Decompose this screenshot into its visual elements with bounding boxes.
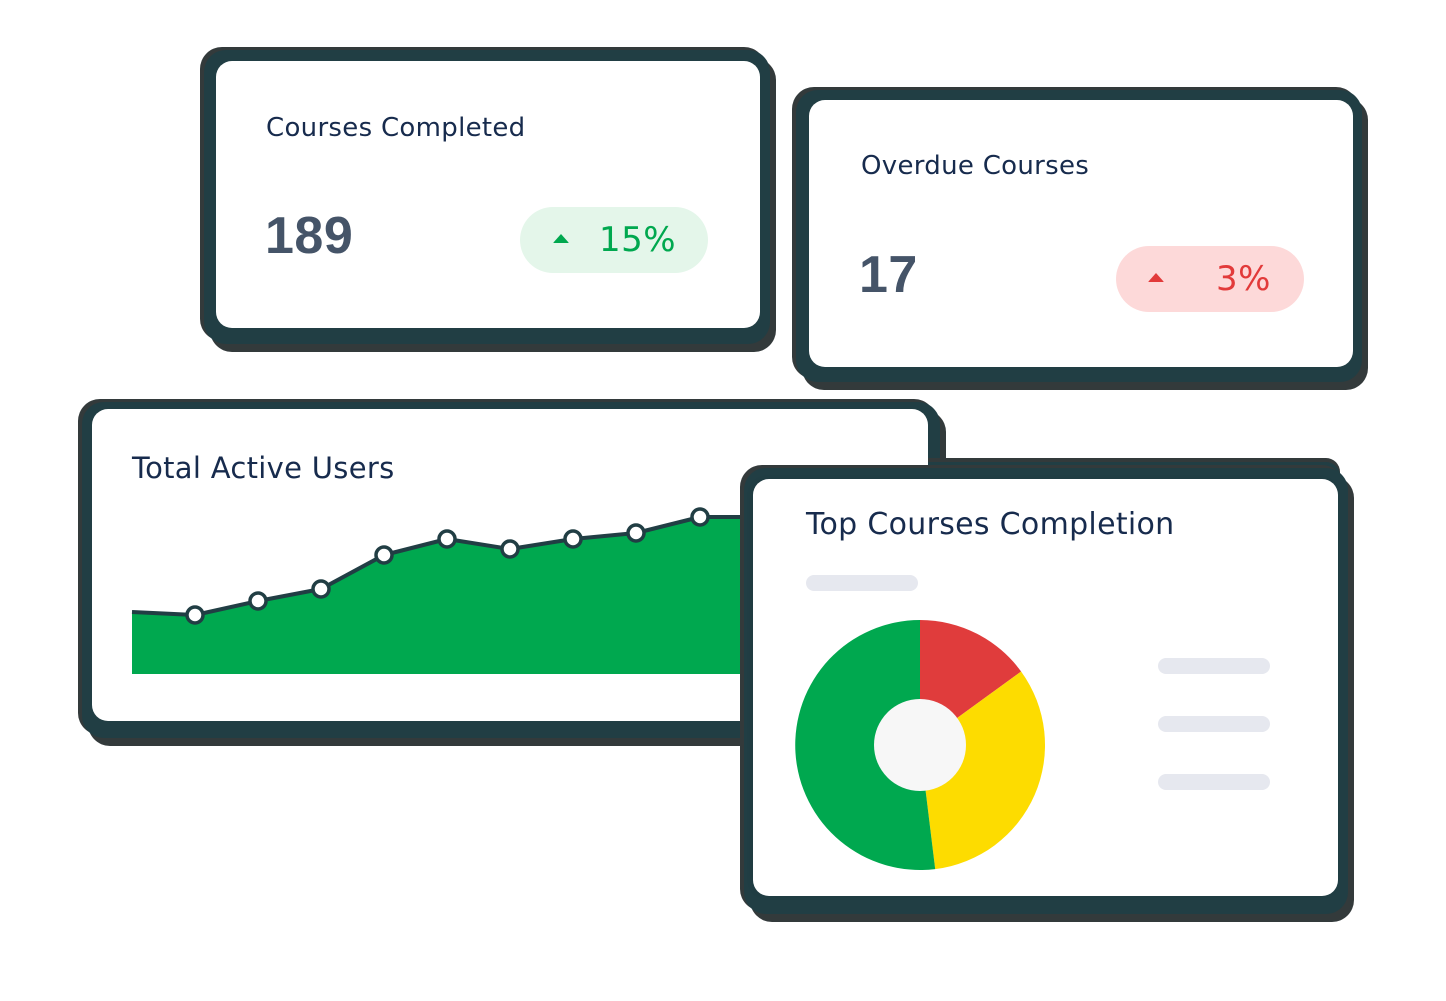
donut-segment-green[interactable] [795,620,936,870]
courses-completed-value: 189 [265,207,354,265]
data-point[interactable] [563,529,583,549]
area-fill [132,517,770,674]
courses-completed-title: Courses Completed [266,113,526,143]
data-point-markers [185,507,710,625]
legend-placeholder-1 [1158,658,1270,674]
donut-hole [874,699,966,791]
subtitle-placeholder [806,575,918,591]
data-point[interactable] [500,539,520,559]
data-point[interactable] [185,605,205,625]
data-point[interactable] [437,529,457,549]
triangle-up-icon [553,234,569,243]
legend-placeholder-2 [1158,716,1270,732]
overdue-courses-change-badge: 3% [1116,246,1304,312]
total-active-users-title: Total Active Users [132,451,395,485]
courses-completed-card[interactable]: Courses Completed 189 15% [216,61,760,328]
top-courses-title: Top Courses Completion [806,507,1175,542]
data-point[interactable] [626,523,646,543]
data-point[interactable] [248,591,268,611]
courses-completed-change-badge: 15% [520,207,708,273]
legend-placeholder-3 [1158,774,1270,790]
data-point[interactable] [690,507,710,527]
overdue-courses-card[interactable]: Overdue Courses 17 3% [809,100,1353,367]
data-point[interactable] [311,579,331,599]
overdue-courses-change-value: 3% [1216,259,1271,299]
overdue-courses-value: 17 [859,246,918,304]
triangle-up-icon [1148,273,1164,282]
courses-completed-change-value: 15% [599,220,677,260]
overdue-courses-title: Overdue Courses [861,151,1090,181]
donut-segment-yellow[interactable] [920,671,1046,870]
data-point[interactable] [374,545,394,565]
